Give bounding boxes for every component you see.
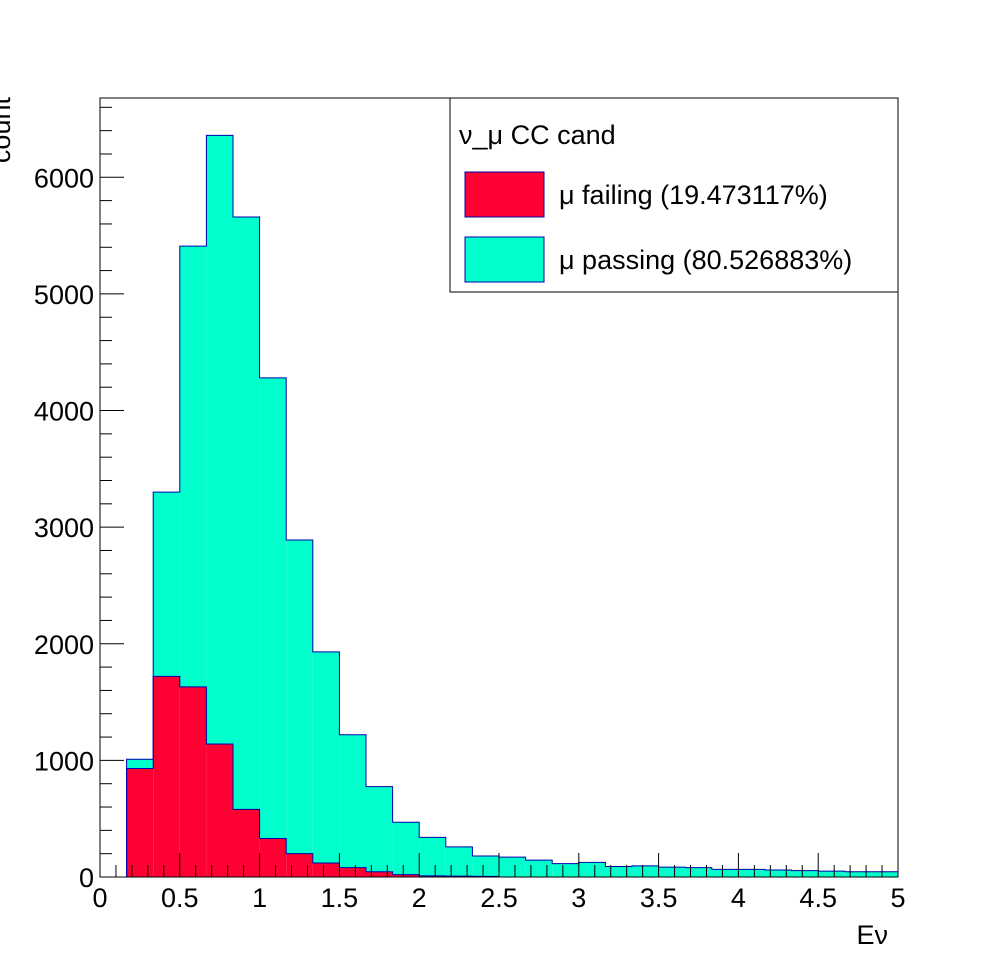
x-tick-label: 3.5 bbox=[640, 883, 678, 913]
bar-passing-4 bbox=[206, 135, 234, 745]
bar-passing-16 bbox=[525, 860, 553, 877]
bar-passing-17 bbox=[552, 863, 579, 877]
bar-passing-7 bbox=[286, 539, 313, 854]
bar-failing-7 bbox=[286, 853, 313, 877]
bar-passing-3 bbox=[179, 246, 207, 687]
bar-passing-8 bbox=[312, 651, 340, 864]
bar-failing-6 bbox=[259, 838, 287, 877]
bar-passing-19 bbox=[605, 866, 633, 877]
bar-failing-8 bbox=[312, 863, 340, 877]
bar-failing-11 bbox=[392, 874, 420, 877]
y-tick-label: 5000 bbox=[34, 280, 94, 310]
ticks-layer: 0 0.5 1 1.5 2 2.5 3 3.5 4 4.5 5 0 1000 2000 3000 4000 50… bbox=[34, 106, 906, 913]
legend-header: ν_μ CC cand bbox=[459, 120, 616, 150]
y-tick-label: 0 bbox=[79, 863, 94, 893]
legend-entry-0: μ failing (19.473117%) bbox=[559, 180, 828, 210]
x-tick-label: 1.5 bbox=[321, 883, 359, 913]
bar-passing-24 bbox=[738, 869, 766, 877]
bar-passing-6 bbox=[259, 377, 287, 839]
bar-passing-27 bbox=[818, 871, 845, 877]
y-axis-title: count bbox=[0, 97, 16, 164]
legend: ν_μ CC cand μ failing (19.473117%) μ passi… bbox=[449, 97, 899, 293]
legend-swatch-1 bbox=[464, 236, 545, 283]
bar-passing-28 bbox=[844, 871, 872, 877]
x-tick-label: 4 bbox=[731, 883, 746, 913]
bar-failing-2 bbox=[153, 676, 180, 877]
x-tick-label: 4.5 bbox=[799, 883, 837, 913]
bar-passing-26 bbox=[791, 870, 819, 877]
bar-passing-11 bbox=[392, 822, 420, 875]
bar-failing-1 bbox=[126, 768, 154, 877]
bar-passing-22 bbox=[685, 867, 712, 877]
bar-passing-25 bbox=[765, 870, 792, 877]
bar-passing-12 bbox=[419, 837, 446, 876]
bar-failing-5 bbox=[233, 809, 260, 877]
y-tick-label: 2000 bbox=[34, 630, 94, 660]
legend-entry-1: μ passing (80.526883%) bbox=[559, 245, 852, 275]
bar-passing-9 bbox=[339, 734, 367, 868]
bar-failing-9 bbox=[339, 867, 367, 877]
bar-passing-2 bbox=[153, 492, 180, 677]
bar-passing-18 bbox=[578, 862, 606, 877]
y-tick-label: 4000 bbox=[34, 397, 94, 427]
bar-failing-4 bbox=[206, 744, 234, 877]
y-tick-label: 6000 bbox=[34, 163, 94, 193]
bar-passing-20 bbox=[632, 865, 659, 877]
bar-passing-14 bbox=[472, 856, 500, 877]
bar-passing-13 bbox=[445, 846, 473, 877]
bars-layer bbox=[100, 134, 899, 878]
bar-passing-21 bbox=[658, 867, 686, 877]
x-tick-label: 3 bbox=[571, 883, 586, 913]
bar-passing-1 bbox=[126, 759, 154, 769]
bar-passing-5 bbox=[233, 216, 260, 810]
bar-passing-29 bbox=[871, 871, 899, 877]
x-axis-title: Eν bbox=[856, 920, 888, 950]
bar-passing-23 bbox=[711, 869, 739, 877]
bar-passing-15 bbox=[499, 857, 526, 877]
bar-failing-3 bbox=[179, 686, 207, 877]
y-tick-label: 3000 bbox=[34, 513, 94, 543]
x-tick-label: 2 bbox=[412, 883, 427, 913]
x-tick-label: 2.5 bbox=[480, 883, 518, 913]
bar-failing-12 bbox=[419, 875, 446, 877]
bar-passing-10 bbox=[366, 786, 393, 872]
x-tick-label: 0 bbox=[92, 883, 107, 913]
legend-swatch-0 bbox=[464, 171, 545, 218]
x-tick-label: 5 bbox=[890, 883, 905, 913]
bar-failing-10 bbox=[366, 871, 393, 877]
x-tick-label: 0.5 bbox=[161, 883, 199, 913]
x-tick-label: 1 bbox=[252, 883, 267, 913]
y-tick-label: 1000 bbox=[34, 746, 94, 776]
